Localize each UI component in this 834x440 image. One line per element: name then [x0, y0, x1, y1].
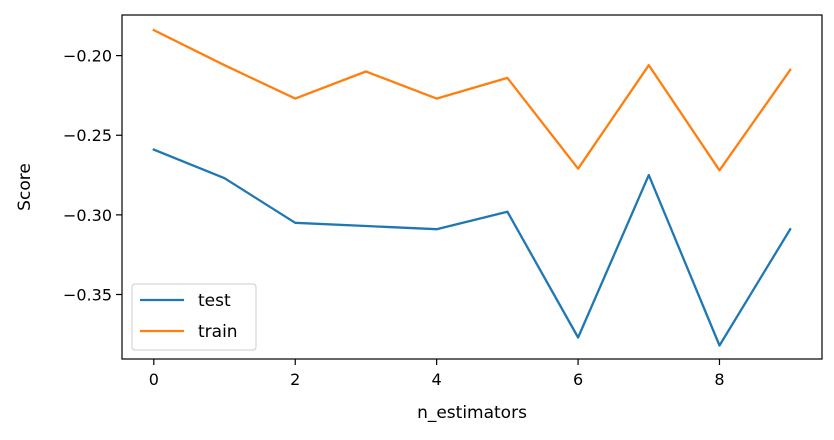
- y-axis-ticks: −0.35 −0.30 −0.25 −0.20: [63, 47, 122, 305]
- x-tick-label: 4: [432, 370, 442, 389]
- legend-label-test: test: [198, 291, 231, 311]
- y-tick-label: −0.25: [63, 126, 112, 145]
- plot-frame: [121, 14, 823, 360]
- plot-lines: [152, 28, 792, 347]
- y-axis-label: Score: [15, 163, 35, 211]
- y-tick-label: −0.30: [63, 206, 112, 225]
- x-tick-label: 8: [714, 370, 724, 389]
- x-tick-label: 6: [573, 370, 583, 389]
- y-tick-label: −0.20: [63, 47, 112, 66]
- legend-label-train: train: [198, 322, 238, 342]
- series-line-test: [152, 148, 792, 347]
- y-tick-label: −0.35: [63, 286, 112, 305]
- x-axis-ticks: 0 2 4 6 8: [149, 359, 725, 389]
- legend: test train: [131, 283, 257, 351]
- x-tick-label: 2: [290, 370, 300, 389]
- series-line-train: [152, 28, 792, 172]
- x-axis-label: n_estimators: [417, 403, 527, 423]
- x-tick-label: 0: [149, 370, 159, 389]
